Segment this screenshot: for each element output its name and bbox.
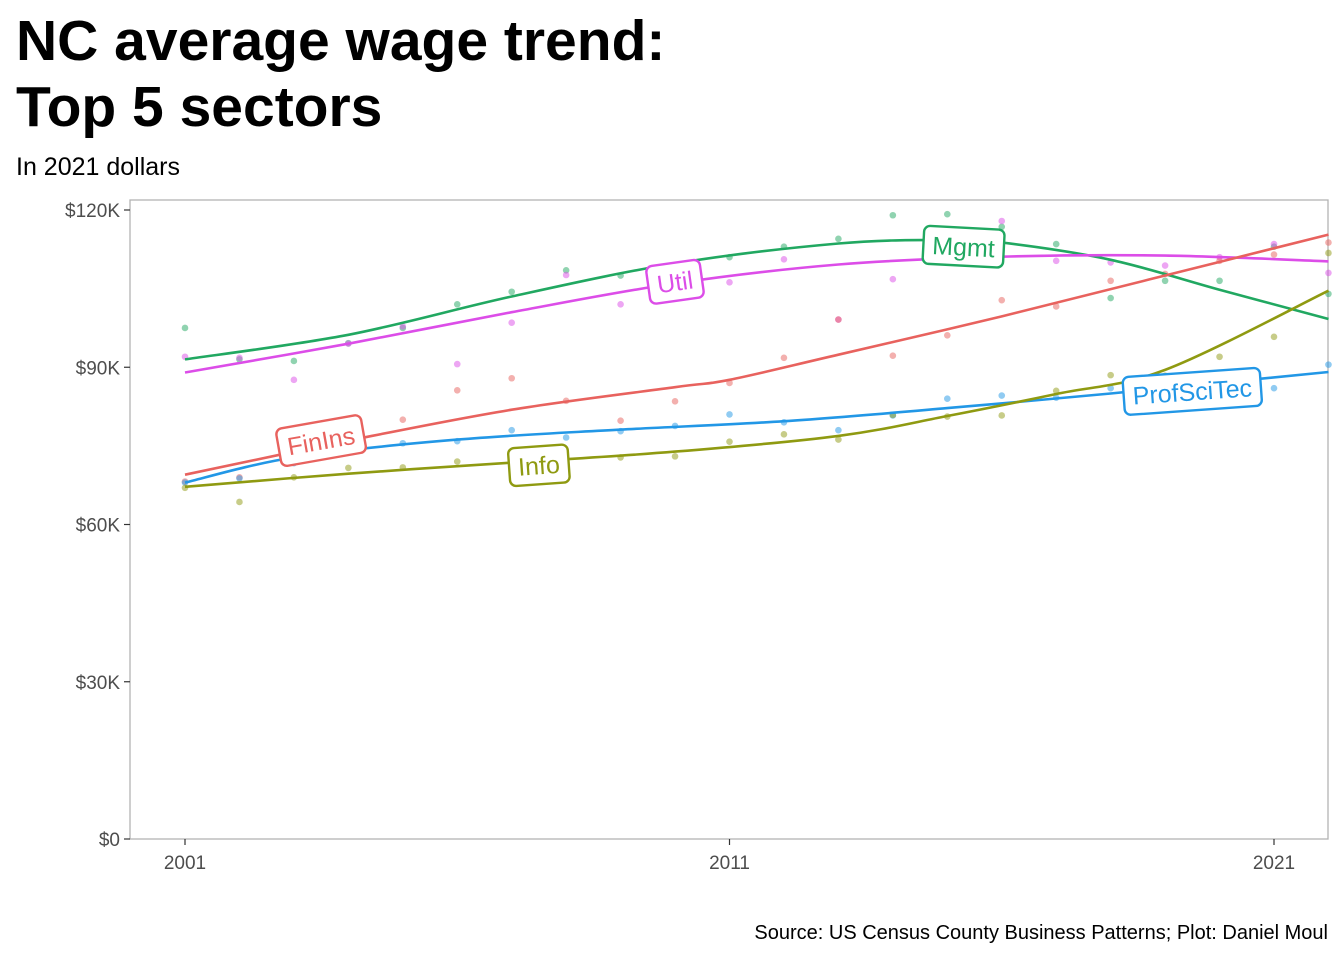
profscitec-data-point: [835, 426, 842, 434]
util-series-label: Util: [645, 258, 705, 305]
util-label-box: [645, 258, 705, 305]
util-data-point: [726, 279, 733, 286]
finins-data-point: [399, 416, 407, 423]
util-data-point: [889, 275, 897, 283]
info-data-point: [345, 464, 352, 472]
mgmt-data-point: [944, 210, 951, 218]
info-label-text: Info: [517, 451, 561, 482]
finins-data-point: [1325, 239, 1332, 246]
profscitec-data-point: [508, 426, 515, 434]
mgmt-data-point: [1161, 277, 1169, 285]
mgmt-series-label: Mgmt: [921, 224, 1006, 269]
finins-trend-line: [184, 233, 1329, 476]
y-tick-label: $120K: [65, 201, 120, 222]
profscitec-data-point: [562, 434, 570, 441]
finins-data-point: [617, 417, 624, 425]
x-tick-label: 2001: [164, 853, 206, 874]
finins-data-point: [1107, 277, 1114, 285]
profscitec-data-point: [998, 392, 1006, 399]
x-tick-label: 2011: [709, 853, 750, 874]
finins-data-point: [453, 387, 461, 394]
finins-data-point: [671, 398, 679, 405]
info-data-point: [671, 453, 679, 460]
util-data-point: [290, 376, 298, 384]
info-label-box: [506, 443, 571, 488]
y-tick-label: $0: [99, 830, 120, 851]
util-data-point: [562, 271, 570, 279]
mgmt-data-point: [1216, 277, 1223, 285]
info-data-point: [236, 498, 243, 506]
profscitec-label-box: [1121, 366, 1263, 416]
info-data-point: [1325, 249, 1332, 257]
y-tick-label: $30K: [76, 673, 121, 694]
info-data-point: [780, 431, 788, 438]
x-tick-label: 2021: [1253, 853, 1295, 874]
mgmt-data-point: [1107, 294, 1114, 302]
mgmt-data-point: [835, 235, 842, 243]
mgmt-data-point: [508, 288, 515, 296]
util-data-point: [1052, 257, 1060, 265]
profscitec-data-point: [1325, 361, 1332, 368]
mgmt-data-point: [290, 357, 298, 365]
util-label-text: Util: [655, 266, 695, 299]
finins-data-point: [1270, 251, 1278, 258]
y-tick-label: $90K: [76, 358, 121, 379]
util-data-point: [1161, 262, 1169, 269]
mgmt-label-text: Mgmt: [932, 232, 996, 263]
util-data-point: [780, 255, 788, 263]
mgmt-data-point: [453, 301, 461, 308]
chart-title: NC average wage trend: Top 5 sectors: [16, 8, 665, 140]
chart-title-line-1: NC average wage trend:: [16, 9, 666, 73]
util-data-point: [617, 301, 624, 308]
finins-data-point: [889, 352, 897, 360]
util-data-point: [508, 319, 515, 326]
finins-data-point: [780, 354, 788, 362]
info-data-point: [998, 412, 1006, 419]
mgmt-data-point: [181, 324, 189, 332]
info-data-point: [1216, 353, 1223, 361]
mgmt-data-point: [998, 223, 1006, 231]
axes: $0 $30K $60K $90K $120K 2001 2011 2021: [65, 201, 1295, 874]
profscitec-data-point: [1107, 384, 1114, 392]
util-data-point: [236, 354, 243, 362]
info-data-point: [726, 438, 733, 445]
profscitec-data-point: [726, 411, 733, 418]
finins-data-point: [944, 331, 951, 339]
info-data-point: [453, 458, 461, 465]
chart-title-line-2: Top 5 sectors: [16, 75, 383, 139]
util-data-point: [453, 360, 461, 368]
mgmt-label-box: [921, 224, 1006, 269]
finins-data-point: [1052, 303, 1060, 310]
finins-data-point: [508, 374, 515, 382]
info-data-point: [835, 436, 842, 443]
util-data-point: [998, 217, 1006, 225]
info-data-point: [1107, 371, 1114, 379]
profscitec-data-point: [1270, 384, 1278, 392]
finins-label-box: [275, 414, 368, 468]
finins-data-point: [835, 316, 842, 323]
profscitec-data-point: [236, 475, 243, 482]
util-data-point: [1325, 269, 1332, 277]
profscitec-series-label: ProfSciTec: [1121, 366, 1263, 416]
util-data-point: [1270, 240, 1278, 248]
util-data-point: [399, 323, 407, 330]
mgmt-trend-line: [184, 238, 1329, 361]
plot-panel: [129, 199, 1329, 840]
mgmt-data-point: [1052, 240, 1060, 248]
series-labels: Mgmt Util FinIns ProfSciTec Info: [275, 224, 1263, 488]
util-trend-line: [184, 253, 1329, 374]
info-data-point: [1270, 333, 1278, 341]
finins-series-label: FinIns: [275, 414, 368, 468]
finins-data-point: [998, 296, 1006, 304]
profscitec-data-point: [944, 395, 951, 403]
mgmt-data-point: [889, 211, 897, 219]
y-tick-label: $60K: [76, 516, 121, 537]
mgmt-data-point: [562, 266, 570, 274]
source-caption: Source: US Census County Business Patter…: [754, 922, 1328, 944]
chart-subtitle: In 2021 dollars: [16, 153, 181, 181]
info-series-label: Info: [506, 443, 571, 488]
